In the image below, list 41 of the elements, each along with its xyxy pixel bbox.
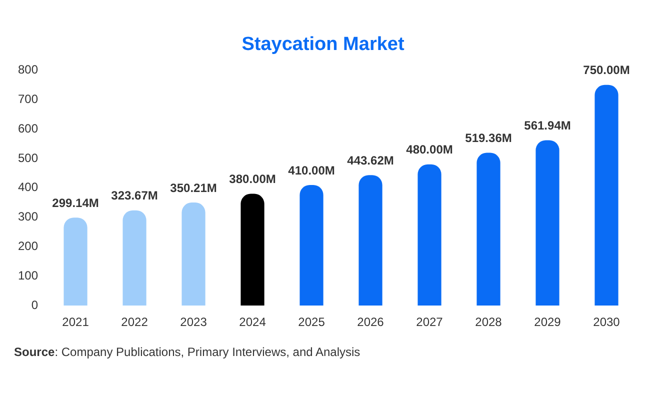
y-tick-label: 400: [18, 180, 38, 194]
y-tick-label: 200: [18, 239, 38, 254]
y-tick-label: 0: [31, 298, 38, 312]
bar: [300, 184, 324, 306]
y-tick-label: 500: [18, 150, 38, 165]
x-tick-label: 2030: [593, 315, 620, 330]
y-tick-label: 600: [18, 121, 38, 136]
data-label: 750.00M: [583, 63, 630, 78]
x-tick-label: 2025: [298, 315, 326, 330]
y-tick-label: 700: [18, 92, 38, 106]
x-tick-label: 2027: [416, 315, 444, 330]
data-label: 410.00M: [288, 163, 335, 178]
x-tick-label: 2022: [121, 315, 148, 330]
y-tick-label: 300: [18, 210, 38, 224]
data-label: 299.14M: [52, 196, 99, 210]
y-tick-label: 100: [18, 268, 38, 282]
data-label: 519.36M: [465, 131, 512, 146]
bar: [240, 194, 264, 306]
x-tick-label: 2028: [475, 315, 502, 330]
data-label: 380.00M: [229, 172, 276, 186]
x-tick-label: 2021: [62, 315, 90, 330]
bar: [64, 218, 88, 306]
x-tick-label: 2023: [180, 315, 208, 330]
bar: [418, 164, 442, 306]
bar: [182, 202, 206, 306]
data-label: 443.62M: [347, 153, 394, 168]
x-tick-label: 2024: [239, 315, 266, 330]
chart-title: Staycation Market: [240, 34, 406, 56]
x-tick-label: 2026: [357, 315, 384, 330]
bar: [122, 210, 146, 306]
bar: [594, 84, 618, 306]
data-label: 561.94M: [524, 118, 571, 133]
data-label: 480.00M: [406, 142, 453, 157]
data-label: 350.21M: [170, 180, 217, 195]
data-label: 323.67M: [111, 188, 158, 203]
y-tick-label: 800: [18, 62, 38, 77]
x-tick-label: 2029: [534, 315, 562, 330]
bar: [536, 140, 560, 306]
bar: [358, 175, 382, 306]
bar: [476, 152, 500, 306]
source-note: Source: Company Publications, Primary Interviews, and Analysis: [14, 345, 360, 359]
